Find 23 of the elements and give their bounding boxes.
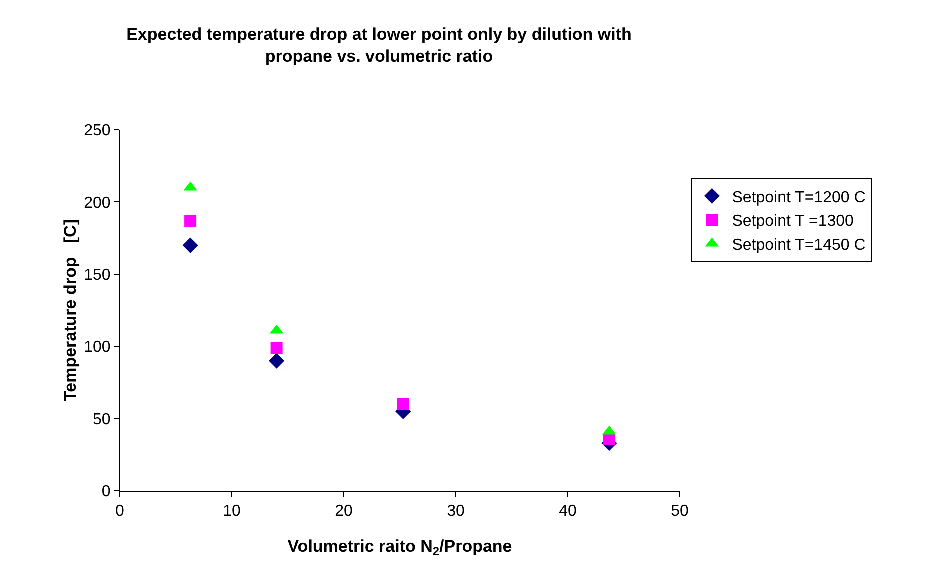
x-tick-label: 0 [116, 503, 125, 520]
point [184, 214, 197, 227]
y-axis-title: Temperature drop [C] [61, 220, 80, 402]
x-tick-label: 40 [559, 503, 577, 520]
point [182, 238, 198, 254]
point [270, 342, 283, 354]
legend-label: Setpoint T =1300 [732, 213, 854, 230]
y-tick-label: 0 [102, 484, 111, 501]
legend-label: Setpoint T=1200 C [732, 189, 866, 206]
x-tick-label: 50 [671, 503, 689, 520]
x-tick-label: 20 [335, 503, 353, 520]
y-tick-label: 250 [84, 122, 111, 140]
y-tick-label: 50 [93, 411, 111, 428]
x-tick-label: 10 [223, 503, 241, 520]
x-axis-title: Volumetric raito N$_{2}$/Propane [288, 537, 512, 559]
y-tick-label: 200 [84, 194, 111, 212]
point [269, 353, 285, 369]
y-tick-label: 150 [84, 267, 111, 284]
point [397, 398, 410, 410]
y-tick-label: 100 [84, 339, 111, 356]
chart-title: Expected temperature drop at lower point only by dilution with propane vs. volumetric ratio [126, 24, 632, 66]
legend-label: Setpoint T=1450 C [732, 236, 866, 254]
x-tick-label: 30 [447, 503, 465, 520]
